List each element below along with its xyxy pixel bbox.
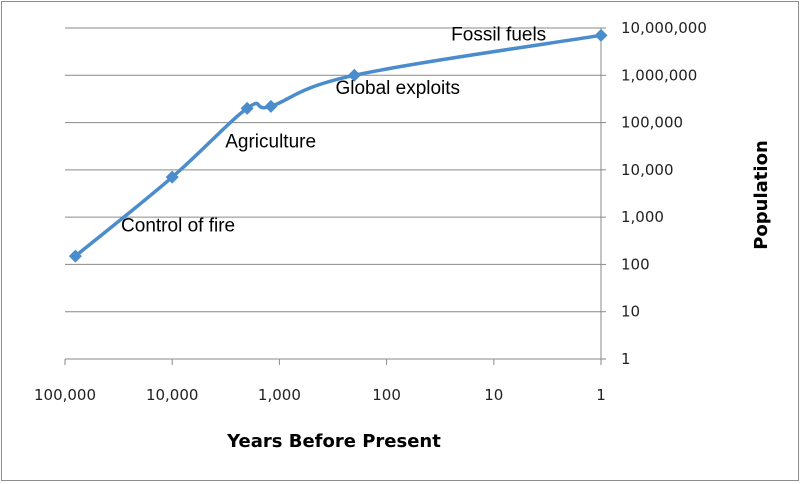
data-point-marker <box>264 99 278 113</box>
x-tick-labels: 100,000 10,000 1,000 100 10 1 <box>34 386 606 404</box>
gridlines <box>65 27 601 313</box>
y-tick-label: 10 <box>621 303 640 321</box>
annotation-label: Global exploits <box>335 78 460 99</box>
x-axis-title: Years Before Present <box>226 431 441 452</box>
series-layer <box>68 28 608 263</box>
x-tick-label: 1,000 <box>258 386 301 404</box>
x-tick-label: 100 <box>372 386 401 404</box>
annotation-label: Fossil fuels <box>451 24 546 45</box>
annotation-label: Agriculture <box>225 131 316 152</box>
y-tick-label: 100,000 <box>621 114 683 132</box>
data-point-marker <box>347 68 361 82</box>
y-tick-label: 1,000 <box>621 208 664 226</box>
axes <box>64 27 606 365</box>
y-tick-label: 100 <box>621 255 650 273</box>
y-tick-label: 1,000,000 <box>621 66 697 84</box>
x-tick-label: 1 <box>596 386 606 404</box>
x-tick-label: 10,000 <box>146 386 199 404</box>
data-point-marker <box>68 249 82 263</box>
x-tick-label: 10 <box>484 386 503 404</box>
x-tick-label: 100,000 <box>34 386 96 404</box>
y-tick-label: 1 <box>621 350 631 368</box>
y-tick-label: 10,000,000 <box>621 19 707 37</box>
data-point-marker <box>165 170 179 184</box>
data-point-marker <box>240 101 254 115</box>
y-tick-label: 10,000 <box>621 161 674 179</box>
y-axis-title: Population <box>751 140 772 250</box>
data-point-marker <box>594 28 608 42</box>
annotations: Control of fire Agriculture Global exploit… <box>121 24 546 236</box>
annotation-label: Control of fire <box>121 215 235 236</box>
y-tick-labels: 1 10 100 1,000 10,000 100,000 1,000,000 10,000,… <box>621 19 707 368</box>
series-line <box>73 33 603 258</box>
